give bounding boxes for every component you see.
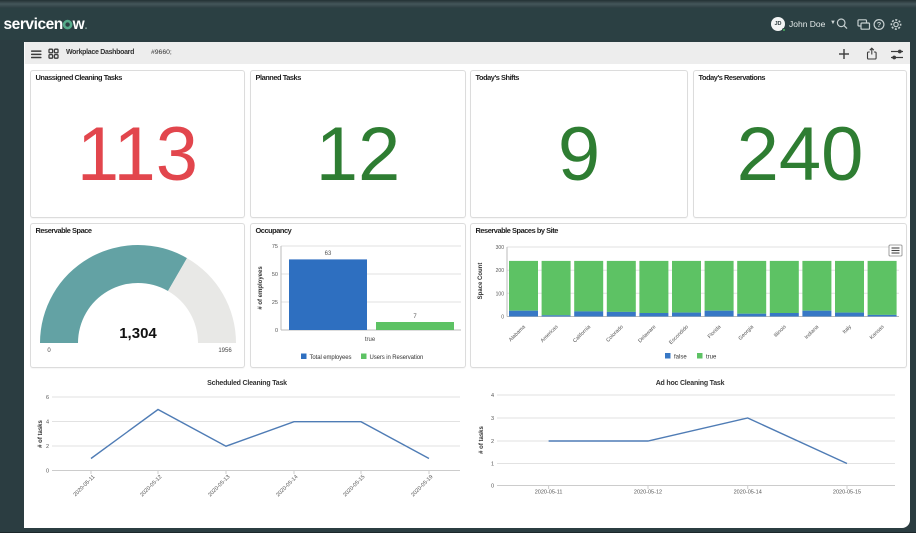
- svg-text:2: 2: [46, 444, 49, 450]
- svg-text:# of tasks: # of tasks: [38, 420, 44, 448]
- svg-text:Ad hoc Cleaning Task: Ad hoc Cleaning Task: [656, 380, 725, 387]
- svg-text:Kansas: Kansas: [869, 324, 886, 341]
- svg-text:2020-05-15: 2020-05-15: [342, 474, 366, 498]
- svg-text:Space Count: Space Count: [478, 263, 484, 300]
- svg-text:4: 4: [491, 393, 494, 399]
- svg-text:2020-05-11: 2020-05-11: [535, 490, 563, 496]
- svg-text:Total employees: Total employees: [310, 355, 352, 361]
- svg-text:0: 0: [46, 469, 49, 475]
- svg-text:0: 0: [275, 328, 278, 334]
- svg-text:1,304: 1,304: [119, 325, 157, 342]
- svg-text:25: 25: [272, 300, 278, 306]
- svg-text:California: California: [572, 324, 592, 344]
- svg-text:Alabama: Alabama: [508, 324, 527, 343]
- svg-text:# of tasks: # of tasks: [479, 426, 485, 454]
- svg-text:Florida: Florida: [707, 324, 723, 340]
- svg-text:3: 3: [491, 416, 494, 422]
- svg-text:100: 100: [496, 291, 505, 297]
- svg-text:2020-05-14: 2020-05-14: [275, 474, 299, 498]
- svg-text:Scheduled Cleaning Task: Scheduled Cleaning Task: [207, 380, 287, 387]
- svg-text:50: 50: [272, 272, 278, 278]
- svg-text:7: 7: [413, 314, 417, 320]
- svg-text:Delaware: Delaware: [637, 324, 657, 344]
- svg-text:true: true: [365, 337, 376, 343]
- svg-text:0: 0: [47, 348, 51, 354]
- svg-text:Illinois: Illinois: [773, 324, 788, 339]
- svg-text:75: 75: [272, 244, 278, 250]
- svg-text:servicen: servicen: [4, 16, 63, 33]
- svg-text:Italy: Italy: [842, 324, 853, 335]
- svg-text:200: 200: [496, 268, 505, 274]
- svg-text:Users in Reservation: Users in Reservation: [370, 355, 424, 361]
- svg-text:w: w: [72, 16, 86, 33]
- svg-text:2020-05-13: 2020-05-13: [207, 474, 231, 498]
- svg-text:1956: 1956: [218, 348, 232, 354]
- svg-text:1: 1: [491, 462, 494, 468]
- svg-text:0: 0: [501, 315, 504, 321]
- svg-text:# of employees: # of employees: [258, 266, 264, 310]
- svg-text:63: 63: [325, 251, 332, 257]
- svg-text:false: false: [674, 355, 687, 361]
- svg-text:6: 6: [46, 395, 49, 401]
- svg-text:2020-05-11: 2020-05-11: [73, 474, 97, 498]
- svg-text:0: 0: [491, 484, 494, 490]
- svg-text:2020-05-14: 2020-05-14: [734, 490, 762, 496]
- svg-text:2020-05-15: 2020-05-15: [833, 490, 861, 496]
- svg-text:4: 4: [46, 420, 49, 426]
- svg-text:true: true: [706, 355, 717, 361]
- svg-text:2020-05-12: 2020-05-12: [139, 474, 163, 498]
- svg-text:300: 300: [496, 245, 505, 251]
- svg-text:Indiana: Indiana: [804, 324, 821, 341]
- svg-text:Americas: Americas: [540, 324, 560, 344]
- svg-text:2020-05-19: 2020-05-19: [410, 474, 434, 498]
- svg-text:?: ?: [877, 20, 882, 29]
- svg-text:Georgia: Georgia: [738, 324, 756, 342]
- svg-text:Escondido: Escondido: [668, 324, 690, 346]
- svg-text:Colorado: Colorado: [605, 324, 624, 343]
- svg-text:2: 2: [491, 439, 494, 445]
- svg-text:2020-05-12: 2020-05-12: [634, 490, 662, 496]
